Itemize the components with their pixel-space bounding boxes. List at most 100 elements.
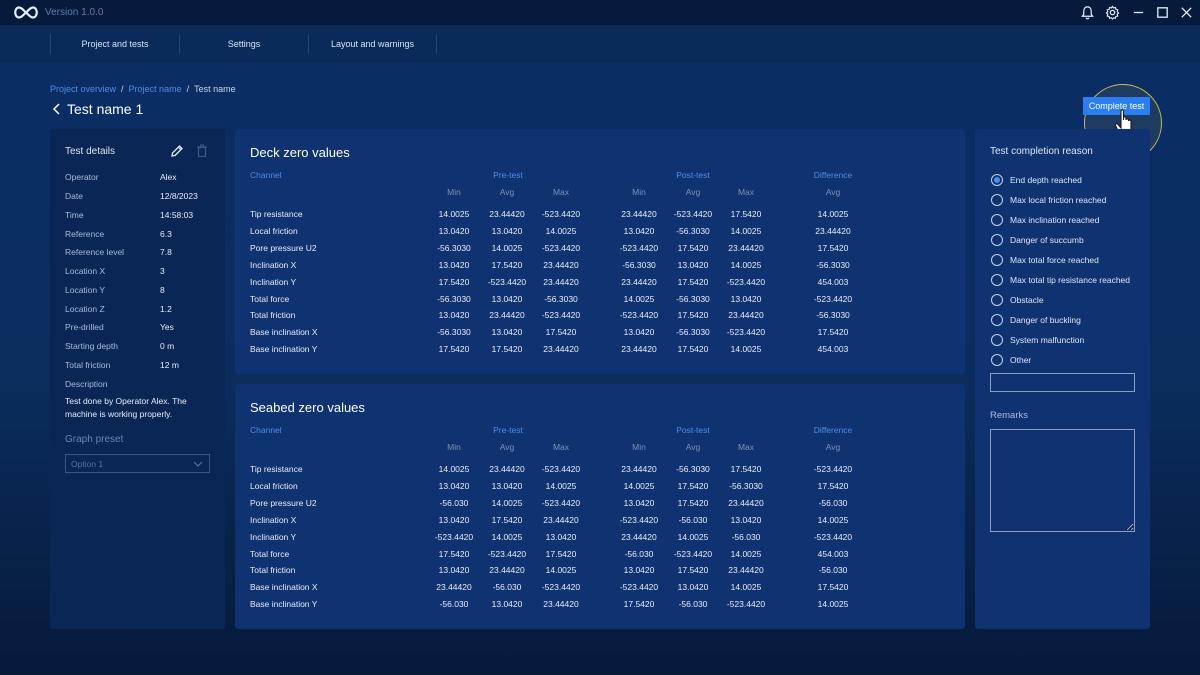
radio-button[interactable]	[991, 214, 1003, 226]
table-cell: 13.0420	[623, 225, 655, 236]
detail-value: 0 m	[160, 341, 175, 351]
table-cell: 23.44420	[728, 565, 764, 576]
table-cell: -56.3030	[437, 242, 471, 253]
table-cell: 23.44420	[621, 531, 657, 542]
reason-option[interactable]: Danger of buckling	[991, 314, 1081, 326]
page-title: Test name 1	[67, 101, 144, 117]
table-cell: -523.4420	[619, 514, 659, 525]
table-cell: 17.5420	[438, 276, 470, 287]
breadcrumb-separator: /	[186, 84, 190, 94]
table-cell: -56.030	[624, 548, 654, 559]
channel-name: Total friction	[250, 310, 296, 321]
group-header: Pre-test	[493, 170, 523, 180]
radio-button[interactable]	[991, 294, 1003, 306]
table-cell: -56.030	[818, 497, 848, 508]
table-cell: 23.44420	[489, 464, 525, 474]
table-cell: -523.4420	[673, 209, 713, 219]
table-cell: 13.0420	[438, 259, 470, 270]
channel-name: Local friction	[250, 225, 298, 236]
table-cell: 14.0025	[491, 497, 523, 508]
detail-row-location-z: Location Z 1.2	[65, 304, 215, 314]
reason-label: Max total tip resistance reached	[1010, 275, 1131, 285]
completion-reason-title: Test completion reason	[990, 146, 1093, 157]
group-header: Difference	[813, 170, 853, 180]
table-cell: 13.0420	[438, 225, 470, 236]
subcolumn-header: Max	[737, 442, 755, 452]
detail-label: Location X	[65, 266, 106, 276]
table-cell: 13.0420	[623, 327, 655, 338]
radio-button[interactable]	[991, 274, 1003, 286]
delete-trash-icon[interactable]	[196, 144, 208, 158]
subcolumn-header: Avg	[825, 187, 841, 197]
table-cell: 13.0420	[677, 582, 709, 593]
reason-option[interactable]: Max total tip resistance reached	[991, 274, 1130, 286]
reason-option[interactable]: System malfunction	[991, 334, 1084, 346]
table-cell: 17.5420	[817, 327, 849, 338]
reason-label: Danger of buckling	[1010, 315, 1081, 325]
table-cell: 23.44420	[621, 344, 657, 355]
deck-zero-values-panel: Deck zero values Channel Pre-test Post-tes…	[235, 129, 965, 374]
radio-button[interactable]	[991, 234, 1003, 246]
radio-button[interactable]	[991, 354, 1003, 366]
reason-option[interactable]: Other	[991, 354, 1031, 366]
maximize-icon[interactable]	[1155, 5, 1170, 20]
table-cell: 13.0420	[491, 599, 523, 610]
minimize-icon[interactable]	[1131, 5, 1146, 20]
close-icon[interactable]	[1179, 5, 1194, 20]
nav-tab-project-and-tests[interactable]: Project and tests	[50, 34, 179, 54]
graph-preset-select[interactable]: Option 1	[65, 454, 210, 473]
radio-button[interactable]	[991, 254, 1003, 266]
table-cell: 14.0025	[491, 242, 523, 253]
detail-row-starting-depth: Starting depth 0 m	[65, 341, 215, 351]
table-cell: 13.0420	[438, 480, 470, 491]
detail-row-operator: Operator Alex	[65, 172, 215, 182]
description-text: Test done by Operator Alex. The machine …	[65, 396, 187, 419]
notification-bell-icon[interactable]	[1080, 5, 1095, 20]
radio-button[interactable]	[991, 174, 1003, 186]
remarks-textarea[interactable]	[990, 429, 1135, 532]
complete-test-button[interactable]: Complete test	[1083, 97, 1150, 115]
reason-option[interactable]: Obstacle	[991, 294, 1044, 306]
reason-option[interactable]: End depth reached	[991, 174, 1082, 186]
table-cell: -56.030	[439, 599, 469, 610]
detail-row-description-label: Description	[65, 379, 215, 389]
gear-icon[interactable]	[1105, 5, 1120, 20]
reason-option[interactable]: Danger of succumb	[991, 234, 1084, 246]
edit-pencil-icon[interactable]	[170, 144, 184, 158]
table-cell: 13.0420	[438, 565, 470, 576]
channel-name: Inclination X	[250, 259, 297, 270]
page-title-row: Test name 1	[52, 101, 143, 117]
table-cell: 14.0025	[730, 548, 762, 559]
breadcrumb-project-name[interactable]: Project name	[128, 84, 182, 94]
other-reason-input[interactable]	[990, 373, 1135, 392]
detail-value: 1.2	[160, 304, 172, 314]
reason-label: Max total force reached	[1010, 255, 1099, 265]
nav-tab-layout-and-warnings[interactable]: Layout and warnings	[308, 34, 437, 54]
channel-name: Base inclination X	[250, 327, 318, 338]
subcolumn-header: Max	[737, 187, 755, 197]
radio-button[interactable]	[991, 194, 1003, 206]
subcolumn-header: Avg	[825, 442, 841, 452]
table-cell: 17.5420	[545, 327, 577, 338]
detail-label: Reference level	[65, 247, 125, 257]
table-cell: 17.5420	[817, 242, 849, 253]
table-cell: -56.3030	[729, 480, 763, 491]
channel-header: Channel	[250, 170, 282, 180]
radio-button[interactable]	[991, 334, 1003, 346]
reason-option[interactable]: Max inclination reached	[991, 214, 1099, 226]
back-chevron-icon[interactable]	[52, 103, 62, 115]
reason-option[interactable]: Max local friction reached	[991, 194, 1106, 206]
channel-name: Tip resistance	[250, 209, 303, 219]
table-cell: 13.0420	[545, 531, 577, 542]
table-cell: 13.0420	[730, 514, 762, 525]
table-cell: -523.4420	[434, 531, 474, 542]
channel-name: Pore pressure U2	[250, 242, 317, 253]
breadcrumb-project-overview[interactable]: Project overview	[50, 84, 117, 94]
nav-tab-settings[interactable]: Settings	[179, 34, 308, 54]
radio-button[interactable]	[991, 314, 1003, 326]
table-cell: -523.4420	[726, 327, 766, 338]
table-cell: 13.0420	[438, 514, 470, 525]
reason-option[interactable]: Max total force reached	[991, 254, 1099, 266]
detail-label: Pre-drilled	[65, 322, 104, 332]
table-cell: 454.003	[817, 344, 849, 355]
